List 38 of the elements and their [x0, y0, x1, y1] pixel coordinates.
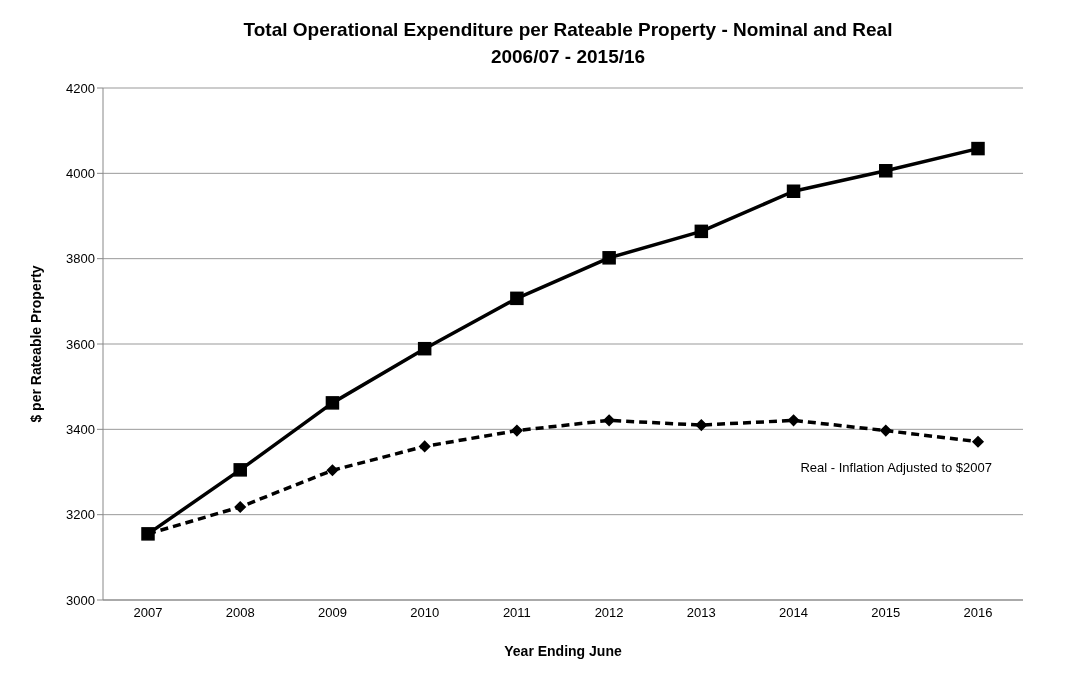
x-tick-label: 2011: [502, 605, 531, 621]
point: [786, 184, 801, 198]
y-tick-label: 3400: [66, 421, 95, 437]
x-tick-label: 2013: [686, 605, 716, 621]
x-tick-label: 2008: [225, 605, 255, 621]
y-tick-label: 4200: [66, 80, 95, 96]
point: [417, 341, 432, 356]
point: [511, 424, 523, 437]
point: [510, 291, 524, 306]
point: [603, 414, 615, 427]
point: [418, 440, 431, 453]
point: [972, 435, 984, 448]
y-tick-label: 3200: [66, 507, 95, 523]
x-tick-label: 2009: [317, 605, 347, 621]
point: [325, 396, 340, 410]
point: [879, 164, 893, 178]
x-tick-label: 2007: [133, 605, 163, 621]
point: [971, 141, 985, 156]
series-label: Real - Inflation Adjusted to $2007: [800, 459, 992, 475]
point: [695, 419, 708, 431]
x-tick-label: 2014: [779, 605, 809, 621]
point: [326, 464, 339, 477]
x-tick-label: 2010: [410, 605, 440, 621]
point: [694, 224, 709, 239]
y-tick-label: 3000: [66, 592, 95, 608]
y-tick-label: 3800: [66, 251, 95, 267]
point: [233, 463, 247, 477]
y-tick-label: 4000: [66, 165, 95, 181]
x-tick-label: 2015: [871, 605, 901, 621]
y-axis-title: $ per Rateable Property: [27, 265, 44, 423]
x-tick-label: 2012: [594, 605, 624, 621]
point: [234, 501, 246, 513]
y-tick-label: 3600: [66, 336, 95, 352]
x-axis-title: Year Ending June: [504, 643, 622, 659]
x-tick-label: 2016: [963, 605, 993, 621]
point: [602, 251, 616, 265]
chart-title: Total Operational Expenditure per Rateable Property - Nominal and Real 2006/07 - 2015/16: [242, 18, 894, 69]
point: [880, 424, 892, 437]
